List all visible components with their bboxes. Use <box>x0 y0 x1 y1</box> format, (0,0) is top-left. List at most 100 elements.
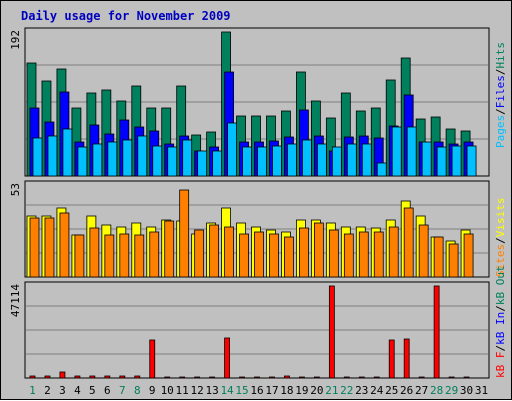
bar-pages <box>167 146 178 177</box>
bar-pages <box>122 139 133 177</box>
x-tick-label: 1 <box>29 384 36 397</box>
x-tick-label: 23 <box>355 384 368 397</box>
bar-sites <box>403 207 414 278</box>
x-tick-label: 31 <box>475 384 488 397</box>
bar-kb-f <box>149 339 156 379</box>
x-tick-label: 6 <box>104 384 111 397</box>
bar-kb-f <box>134 375 141 379</box>
bar-kb-f <box>29 375 36 379</box>
legend-item: Files <box>494 75 507 108</box>
x-tick-label: 5 <box>89 384 96 397</box>
bar-pages <box>212 150 223 177</box>
bar-sites <box>89 227 100 278</box>
bar-pages <box>197 150 208 177</box>
bar-kb-f <box>119 375 126 379</box>
x-tick-label: 3 <box>59 384 66 397</box>
x-tick-label: 10 <box>161 384 174 397</box>
x-tick-label: 24 <box>370 384 384 397</box>
bar-kb-f <box>388 339 395 379</box>
bar-kb-f <box>343 376 350 379</box>
legend-item: kB In <box>494 312 507 345</box>
x-tick-label: 18 <box>280 384 293 397</box>
bar-sites <box>179 189 190 278</box>
bar-sites <box>448 243 459 278</box>
bar-kb-f <box>224 337 230 379</box>
bar-pages <box>451 145 462 177</box>
bar-pages <box>137 135 148 177</box>
bar-kb-f <box>418 376 425 379</box>
bar-sites <box>269 233 279 278</box>
bar-pages <box>391 126 402 177</box>
x-tick-label: 7 <box>119 384 126 397</box>
bar-sites <box>388 226 399 278</box>
bar-pages <box>257 146 267 177</box>
x-tick-label: 30 <box>460 384 473 397</box>
bar-kb-f <box>269 376 275 379</box>
bar-sites <box>463 233 474 278</box>
bar-sites <box>149 231 160 278</box>
bar-kb-f <box>179 376 186 379</box>
legend-item: Hits <box>494 42 507 69</box>
x-tick-label: 27 <box>415 384 428 397</box>
x-tick-label: 29 <box>445 384 458 397</box>
bar-kb-f <box>358 376 365 379</box>
y-max-label-middle: 53 <box>9 183 22 196</box>
bar-sites <box>164 220 175 278</box>
bar-sites <box>194 229 205 278</box>
bar-kb-f <box>373 376 380 379</box>
x-tick-label: 4 <box>74 384 81 397</box>
bar-pages <box>316 143 327 177</box>
x-tick-label: 12 <box>191 384 204 397</box>
bar-pages <box>361 143 372 177</box>
bar-sites <box>433 236 444 278</box>
bar-sites <box>284 236 294 278</box>
legend-separator: / <box>494 108 507 115</box>
x-tick-label: 13 <box>205 384 218 397</box>
x-tick-label: 11 <box>176 384 189 397</box>
bar-kb-f <box>74 375 81 379</box>
bar-pages <box>436 146 447 177</box>
bar-kb-f <box>44 375 51 379</box>
bar-pages <box>331 146 342 177</box>
bar-sites <box>44 217 55 278</box>
bar-sites <box>358 231 369 278</box>
x-tick-label: 20 <box>310 384 323 397</box>
bar-sites <box>134 234 145 278</box>
bar-pages <box>376 162 387 177</box>
bar-pages <box>47 135 58 177</box>
x-tick-label: 14 <box>220 384 234 397</box>
bar-kb-f <box>299 376 305 379</box>
bar-kb-f <box>403 338 410 379</box>
x-tick-label: 17 <box>265 384 278 397</box>
bar-kb-f <box>463 376 470 379</box>
bar-sites <box>373 231 384 278</box>
chart-title: Daily usage for November 2009 <box>21 9 231 23</box>
bar-sites <box>418 224 429 278</box>
bar-kb-f <box>104 375 111 379</box>
bar-pages <box>62 128 73 177</box>
bar-pages <box>107 141 118 177</box>
x-tick-label: 25 <box>385 384 398 397</box>
bar-pages <box>152 145 163 177</box>
bar-pages <box>287 143 297 177</box>
bar-kb-f <box>254 376 260 379</box>
legend-top: Pages/Files/Hits <box>494 42 507 148</box>
bar-pages <box>302 139 312 177</box>
bar-pages <box>466 145 477 177</box>
x-tick-label: 28 <box>430 384 443 397</box>
bar-pages <box>92 143 103 177</box>
bar-pages <box>182 139 193 177</box>
bar-kb-f <box>448 376 455 379</box>
bar-kb-f <box>194 376 201 379</box>
bar-kb-f <box>209 376 216 379</box>
bar-pages <box>32 137 43 177</box>
bar-kb-f <box>328 285 335 379</box>
x-tick-label: 21 <box>325 384 338 397</box>
legend-separator: / <box>494 345 507 352</box>
bar-kb-f <box>284 375 290 379</box>
legend-item: kB F <box>494 352 507 379</box>
legend-separator: / <box>494 69 507 76</box>
legend-separator: / <box>494 305 507 312</box>
